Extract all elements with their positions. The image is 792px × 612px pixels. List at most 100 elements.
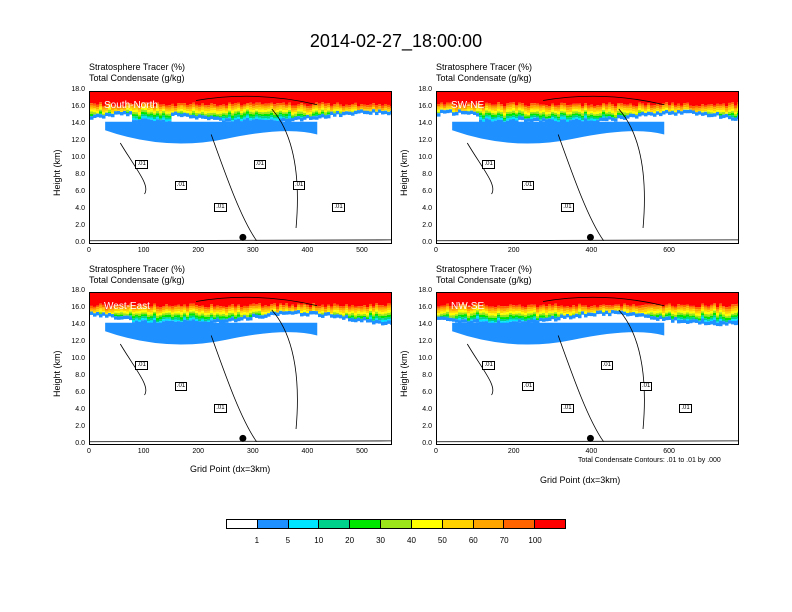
tracer-cell [195, 293, 199, 306]
y-tick-label: 4.0 [422, 205, 432, 212]
tracer-cell [608, 109, 612, 112]
tracer-cell [506, 103, 510, 106]
tracer-cell [183, 103, 187, 106]
tracer-cell [593, 106, 597, 109]
tracer-cell [123, 92, 127, 107]
tracer-cell [638, 104, 642, 107]
tracer-cell [500, 317, 504, 320]
tracer-cell [734, 115, 738, 118]
tracer-cell [599, 293, 603, 306]
tracer-cell [96, 293, 100, 306]
tracer-cell [680, 105, 684, 108]
tracer-cell [96, 309, 100, 312]
tracer-cell [683, 92, 687, 104]
tracer-cell [252, 119, 256, 123]
tracer-cell [210, 92, 214, 104]
tracer-cell [219, 310, 223, 313]
tracer-cell [695, 311, 699, 314]
tracer-cell [171, 314, 175, 317]
tracer-cell [548, 112, 552, 114]
tracer-cell [366, 107, 370, 110]
tracer-cell [90, 92, 94, 104]
tracer-cell [545, 92, 549, 106]
tracer-cell [488, 107, 492, 110]
tracer-cell [572, 111, 576, 114]
tracer-cell [240, 117, 244, 120]
tracer-cell [114, 312, 118, 315]
tracer-cell [485, 315, 489, 318]
y-tick-label: 12.0 [71, 137, 85, 144]
tracer-cell [162, 115, 166, 118]
tracer-cell [470, 92, 474, 103]
tracer-cell [108, 312, 112, 313]
tracer-cell [234, 109, 238, 112]
tracer-cell [713, 107, 717, 110]
tracer-cell [452, 293, 456, 307]
tracer-cell [482, 108, 486, 110]
tracer-cell [96, 110, 100, 114]
tracer-cell [219, 109, 223, 112]
tracer-cell [545, 312, 549, 315]
tracer-cell [554, 308, 558, 311]
tracer-cell [390, 318, 391, 321]
tracer-cell [695, 315, 699, 318]
tracer-cell [614, 310, 618, 314]
tracer-cell [455, 310, 459, 313]
tracer-cell [144, 107, 148, 111]
tracer-cell [653, 311, 657, 314]
tracer-cell [138, 313, 142, 316]
tracer-cell [533, 105, 537, 108]
tracer-cell [659, 112, 663, 117]
tracer-cell [147, 310, 151, 313]
tracer-cell [542, 318, 546, 322]
tracer-cell [96, 305, 100, 308]
tracer-cell [542, 118, 546, 122]
tracer-cell [132, 116, 136, 118]
tracer-cell [309, 114, 313, 117]
tracer-cell [195, 311, 199, 314]
tracer-cell [533, 111, 537, 114]
tracer-cell [168, 318, 172, 321]
tracer-cell [222, 309, 226, 312]
tracer-cell [261, 114, 265, 117]
y-tick-label: 10.0 [418, 355, 432, 362]
tracer-cell [569, 315, 573, 320]
tracer-cell [527, 107, 531, 111]
tracer-cell [261, 310, 265, 313]
tracer-cell [237, 312, 241, 315]
tracer-cell [593, 313, 597, 317]
tracer-cell [120, 92, 124, 106]
tracer-cell [695, 109, 699, 113]
tracer-cell [539, 117, 543, 120]
tracer-cell [372, 308, 376, 311]
tracer-cell [494, 111, 498, 114]
tracer-cell [662, 106, 666, 110]
tracer-cell [707, 316, 711, 320]
tracer-cell [734, 111, 738, 114]
tracer-cell [288, 105, 292, 107]
tracer-cell [557, 116, 561, 119]
tracer-cell [111, 112, 115, 114]
tracer-cell [342, 308, 346, 311]
tracer-cell [515, 112, 519, 115]
tracer-cell [150, 293, 154, 307]
tracer-cell [117, 311, 121, 314]
tracer-cell [626, 312, 630, 317]
tracer-cell [255, 114, 259, 117]
tracer-cell [710, 321, 714, 325]
tracer-cell [327, 293, 331, 305]
location-marker [239, 233, 247, 241]
tracer-cell [105, 107, 109, 110]
y-tick-label: 6.0 [75, 188, 85, 195]
tracer-cell [162, 319, 166, 322]
tracer-cell [228, 307, 232, 310]
tracer-cell [569, 109, 573, 113]
tracer-cell [638, 313, 642, 317]
tracer-cell [333, 113, 337, 117]
tracer-cell [701, 112, 705, 116]
tracer-cell [548, 113, 552, 117]
tracer-cell [357, 306, 361, 308]
tracer-cell [593, 114, 597, 116]
tracer-cell [719, 310, 723, 313]
tracer-cell [360, 314, 364, 317]
